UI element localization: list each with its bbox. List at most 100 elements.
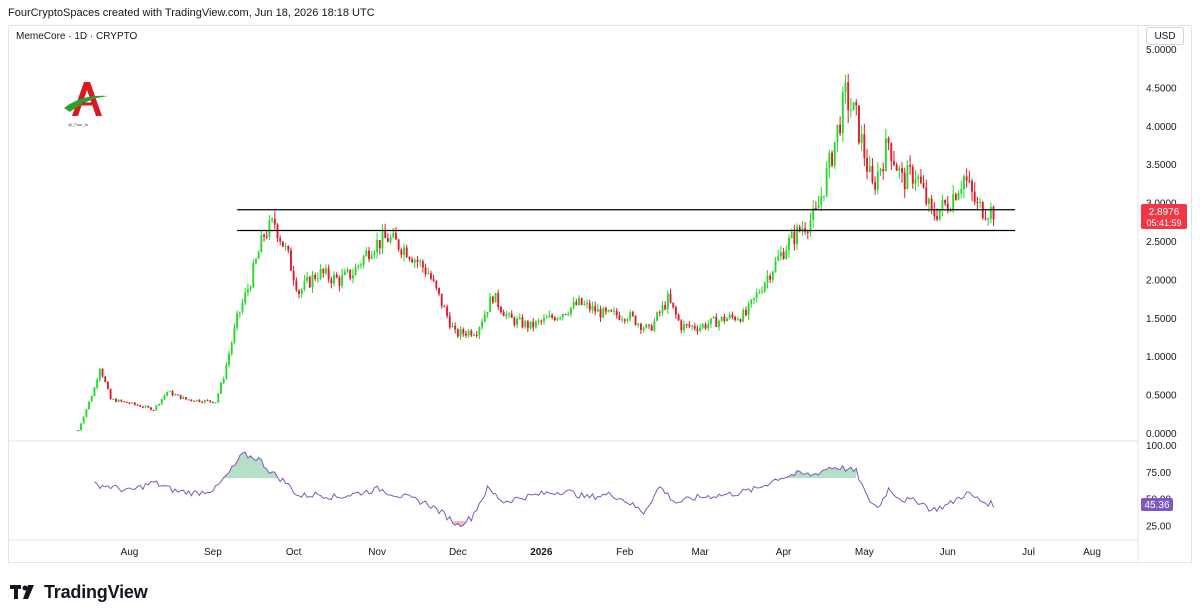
candle-body <box>211 401 214 403</box>
candle-body <box>965 176 968 181</box>
candle-body <box>448 315 451 328</box>
candle-body <box>960 189 963 194</box>
candle-body <box>489 296 492 312</box>
candle-body <box>841 91 844 134</box>
candle-body <box>919 176 922 183</box>
last-price-badge: 2.8976 05:41:59 <box>1141 204 1187 229</box>
candle-body <box>599 308 602 318</box>
candle-body <box>623 319 626 321</box>
footer-brand[interactable]: TradingView <box>10 579 148 605</box>
candle-body <box>168 391 171 393</box>
candle-body <box>513 317 516 325</box>
candle-body <box>701 324 704 328</box>
candle-body <box>629 312 632 320</box>
symbol-legend[interactable]: MemeCore · 1D · CRYPTO <box>16 31 138 42</box>
candle-body <box>639 323 642 330</box>
candle-body <box>521 317 524 328</box>
candle-body <box>615 310 618 316</box>
candle-body <box>911 166 914 184</box>
candle-body <box>306 276 309 281</box>
candle-body <box>656 312 659 321</box>
candle-body <box>860 134 863 143</box>
candle-body <box>378 240 381 249</box>
candle-body <box>354 266 357 276</box>
candle-body <box>432 278 435 281</box>
candle-body <box>217 393 220 403</box>
candle-body <box>120 399 123 402</box>
candle-body <box>876 171 879 190</box>
candle-body <box>634 315 637 325</box>
candle-body <box>823 195 825 197</box>
currency-button[interactable]: USD <box>1146 27 1184 45</box>
candle-body <box>949 210 952 212</box>
candle-body <box>141 406 144 408</box>
candle-body <box>316 278 319 280</box>
candle-body <box>844 82 847 92</box>
candle-body <box>179 394 182 399</box>
candle-body <box>230 342 233 354</box>
candle-body <box>93 387 96 396</box>
candle-body <box>715 316 718 327</box>
candle-body <box>801 228 804 231</box>
candle-body <box>728 314 731 319</box>
candle-body <box>618 315 621 320</box>
candle-body <box>922 182 925 188</box>
candle-body <box>551 315 554 318</box>
candle-body <box>664 305 667 310</box>
candle-body <box>631 312 634 316</box>
candle-body <box>117 399 120 402</box>
candle-body <box>672 302 675 308</box>
candle-body <box>246 288 249 293</box>
candle-body <box>400 249 403 255</box>
rsi-last-value: 45.36 <box>1144 500 1169 511</box>
chart-frame[interactable] <box>8 25 1192 563</box>
candle-body <box>206 400 209 402</box>
candle-body <box>376 240 379 253</box>
candle-body <box>669 293 672 303</box>
candle-body <box>446 306 449 316</box>
candle-body <box>941 200 944 210</box>
candle-body <box>559 317 562 319</box>
candle-body <box>989 206 992 219</box>
candle-body <box>214 402 217 404</box>
candle-body <box>596 308 599 312</box>
candle-body <box>222 378 225 383</box>
candle-body <box>580 298 583 305</box>
candle-body <box>785 250 788 259</box>
candle-body <box>125 401 128 403</box>
rsi-overbought-fill <box>223 452 278 479</box>
candle-body <box>831 152 833 166</box>
time-tick-label: 2026 <box>530 547 553 558</box>
candle-body <box>265 236 268 238</box>
candle-body <box>879 168 882 172</box>
candle-body <box>497 292 500 308</box>
candle-body <box>123 401 126 403</box>
candle-body <box>750 299 753 304</box>
candle-body <box>817 204 820 209</box>
candle-body <box>470 330 473 336</box>
candle-body <box>104 376 107 383</box>
candle-body <box>456 329 459 337</box>
candle-body <box>839 124 842 134</box>
candle-body <box>944 200 947 204</box>
candle-body <box>984 218 987 220</box>
candle-body <box>82 416 85 424</box>
candle-body <box>486 311 489 315</box>
last-price-value: 2.8976 <box>1149 207 1180 218</box>
candle-body <box>553 317 556 321</box>
candle-body <box>526 321 529 329</box>
candle-body <box>529 321 532 329</box>
candle-body <box>360 264 362 266</box>
candle-body <box>268 220 271 237</box>
candle-body <box>693 325 696 329</box>
countdown-timer: 05:41:59 <box>1146 218 1181 228</box>
author-logo: @_Four_fs <box>58 72 114 132</box>
candle-body <box>963 176 965 190</box>
candle-body <box>236 313 239 328</box>
candle-body <box>233 327 236 343</box>
candle-body <box>709 318 712 325</box>
time-tick-label: Dec <box>449 547 467 558</box>
candle-body <box>545 317 548 319</box>
candle-body <box>346 269 349 272</box>
